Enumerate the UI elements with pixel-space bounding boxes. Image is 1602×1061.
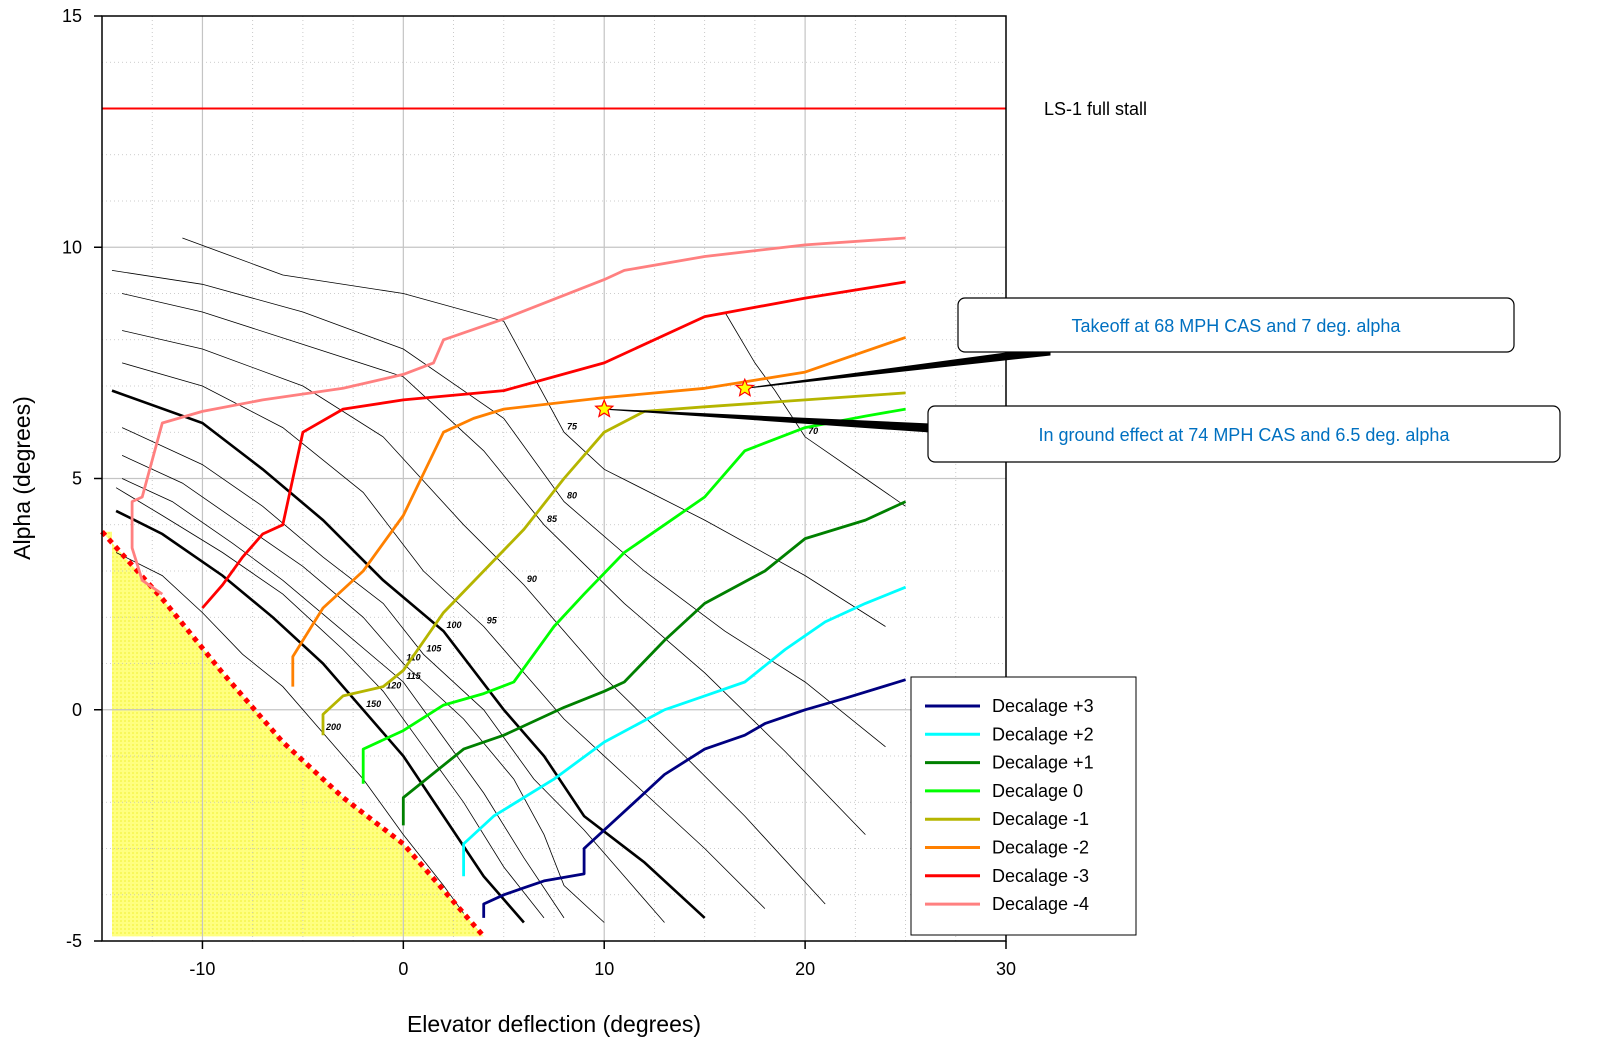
y-tick-label: 10: [62, 237, 82, 257]
callout-leader: [744, 346, 1051, 389]
x-tick-label: 0: [398, 959, 408, 979]
contour-label-80: 80: [567, 491, 577, 501]
legend-label: Decalage +2: [992, 724, 1094, 744]
legend-label: Decalage +1: [992, 753, 1094, 773]
series-line-7: [130, 236, 906, 596]
x-tick-label: 20: [795, 959, 815, 979]
contour-label-95: 95: [487, 616, 498, 626]
legend-label: Decalage -4: [992, 894, 1089, 914]
series-line-0: [482, 678, 907, 918]
axis-ticks: [94, 15, 1007, 949]
contour-120: [115, 487, 545, 919]
legend-box: [910, 676, 1137, 936]
contour-label-75: 75: [567, 421, 578, 431]
contour-80: [111, 270, 886, 748]
legend-label: Decalage +3: [992, 696, 1094, 716]
contour-label-105: 105: [426, 643, 442, 653]
contour-115: [121, 478, 565, 919]
contour-label-115: 115: [406, 671, 421, 681]
contour-90: [122, 330, 826, 905]
series-lines: [130, 236, 907, 918]
x-tick-label: 10: [594, 959, 614, 979]
contour-70: [724, 311, 906, 507]
contour-label-120: 120: [386, 680, 401, 690]
contour-label-200: 200: [325, 722, 341, 732]
y-tick-label: 5: [72, 469, 82, 489]
axis-tick-labels: -10 0 10 20 30 -5 0 5 10 15: [62, 6, 1016, 979]
y-tick-label: 15: [62, 6, 82, 26]
contour-95: [121, 362, 766, 909]
contour-105: [121, 427, 665, 923]
contour-110: [121, 455, 605, 923]
callout-box: [927, 405, 1561, 463]
series-line-3: [361, 407, 906, 784]
series-line-2: [401, 500, 907, 826]
series-line-4: [321, 391, 906, 736]
legend-label: Decalage -2: [992, 838, 1089, 858]
contour-200: [115, 552, 464, 914]
x-tick-label: 30: [996, 959, 1016, 979]
series-line-5: [291, 336, 907, 687]
series-line-1: [462, 585, 907, 877]
legend-label: Decalage -1: [992, 809, 1089, 829]
y-tick-label: -5: [66, 931, 82, 951]
y-tick-label: 0: [72, 700, 82, 720]
series-line-6: [201, 280, 906, 609]
x-axis-title: Elevator deflection (degrees): [407, 1011, 701, 1037]
callout-text: Takeoff at 68 MPH CAS and 7 deg. alpha: [1072, 316, 1402, 336]
stall-region-fill: [102, 531, 484, 937]
legend-label: Decalage 0: [992, 781, 1083, 801]
stall-region: [102, 531, 484, 937]
contour-75: [182, 237, 886, 627]
callout-box: [957, 297, 1515, 353]
contour-85: [122, 293, 866, 835]
legend: Decalage +3 Decalage +2 Decalage +1 Decalag…: [910, 676, 1137, 936]
star-marker: [594, 398, 615, 418]
contour-label-90: 90: [527, 574, 537, 584]
x-tick-label: -10: [189, 959, 215, 979]
annotations: Takeoff at 68 MPH CAS and 7 deg. alpha In…: [594, 297, 1561, 463]
contour-label-150: 150: [366, 699, 381, 709]
y-axis-title: Alpha (degrees): [9, 396, 35, 560]
callout-text: In ground effect at 74 MPH CAS and 6.5 d…: [1039, 425, 1451, 445]
reference-line-label: LS-1 full stall: [1044, 99, 1147, 119]
contour-label-70: 70: [808, 426, 818, 436]
contour-label-100: 100: [447, 620, 462, 630]
contour-label-85: 85: [547, 514, 558, 524]
star-marker: [734, 377, 755, 397]
legend-label: Decalage -3: [992, 866, 1089, 886]
